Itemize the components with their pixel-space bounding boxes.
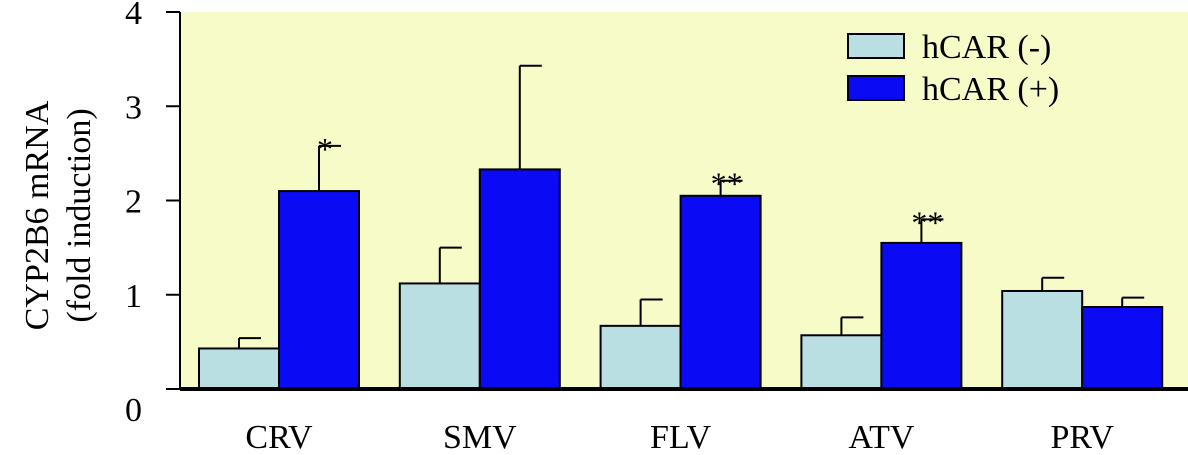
bar-atv-hcar-neg xyxy=(800,334,883,390)
x-tick-label: ATV xyxy=(848,419,915,455)
bar-prv-hcar-pos xyxy=(1081,306,1164,390)
y-axis-title-line1: CYP2B6 mRNA xyxy=(19,100,56,330)
bar-smv-hcar-neg xyxy=(398,282,481,390)
significance-marker: ** xyxy=(711,166,743,202)
y-tick-label: 3 xyxy=(125,89,142,126)
y-tick-label: 2 xyxy=(125,184,142,221)
legend-label: hCAR (+) xyxy=(922,71,1059,108)
x-tick-label: PRV xyxy=(1050,419,1114,455)
significance-marker: * xyxy=(317,131,333,167)
bar-crv-hcar-pos xyxy=(278,190,360,390)
legend-swatch xyxy=(847,33,905,59)
legend-label: hCAR (-) xyxy=(922,29,1051,66)
x-tick-label: SMV xyxy=(443,419,517,455)
x-tick-label: CRV xyxy=(245,419,313,455)
bar-smv-hcar-pos xyxy=(478,168,561,390)
x-tick-label: FLV xyxy=(650,419,712,455)
bar-flv-hcar-neg xyxy=(599,324,682,391)
y-tick-label: 4 xyxy=(125,0,142,32)
bar-crv-hcar-neg xyxy=(198,347,280,391)
bar-prv-hcar-neg xyxy=(1001,289,1084,391)
legend: hCAR (-) hCAR (+) xyxy=(847,29,1059,108)
y-tick-label: 1 xyxy=(125,278,142,315)
y-tick-label: 0 xyxy=(125,392,142,429)
significance-marker: ** xyxy=(911,204,943,240)
legend-swatch xyxy=(847,75,905,101)
bar-atv-hcar-pos xyxy=(880,241,963,390)
y-axis-title-line2: (fold induction) xyxy=(61,108,98,322)
bar-flv-hcar-pos xyxy=(679,194,762,390)
